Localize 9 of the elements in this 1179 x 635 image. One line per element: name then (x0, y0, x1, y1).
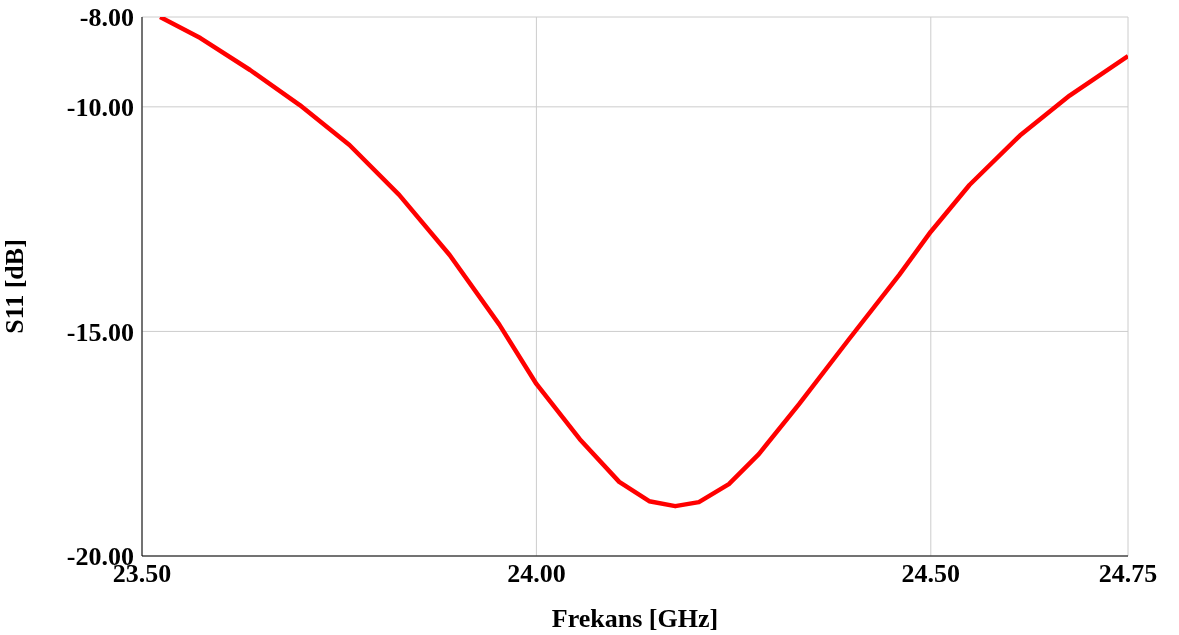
y-tick-label: -8.00 (79, 3, 134, 33)
y-axis-title: S11 [dB] (0, 239, 30, 334)
y-tick-label: -15.00 (66, 317, 134, 347)
x-axis-title: Frekans [GHz] (551, 604, 719, 633)
x-tick-label: 24.75 (1098, 559, 1158, 589)
line-series (157, 17, 1128, 509)
y-tick-label: -10.00 (66, 93, 134, 123)
x-tick-label: 24.00 (507, 559, 566, 589)
x-tick-label: 24.50 (901, 559, 961, 589)
